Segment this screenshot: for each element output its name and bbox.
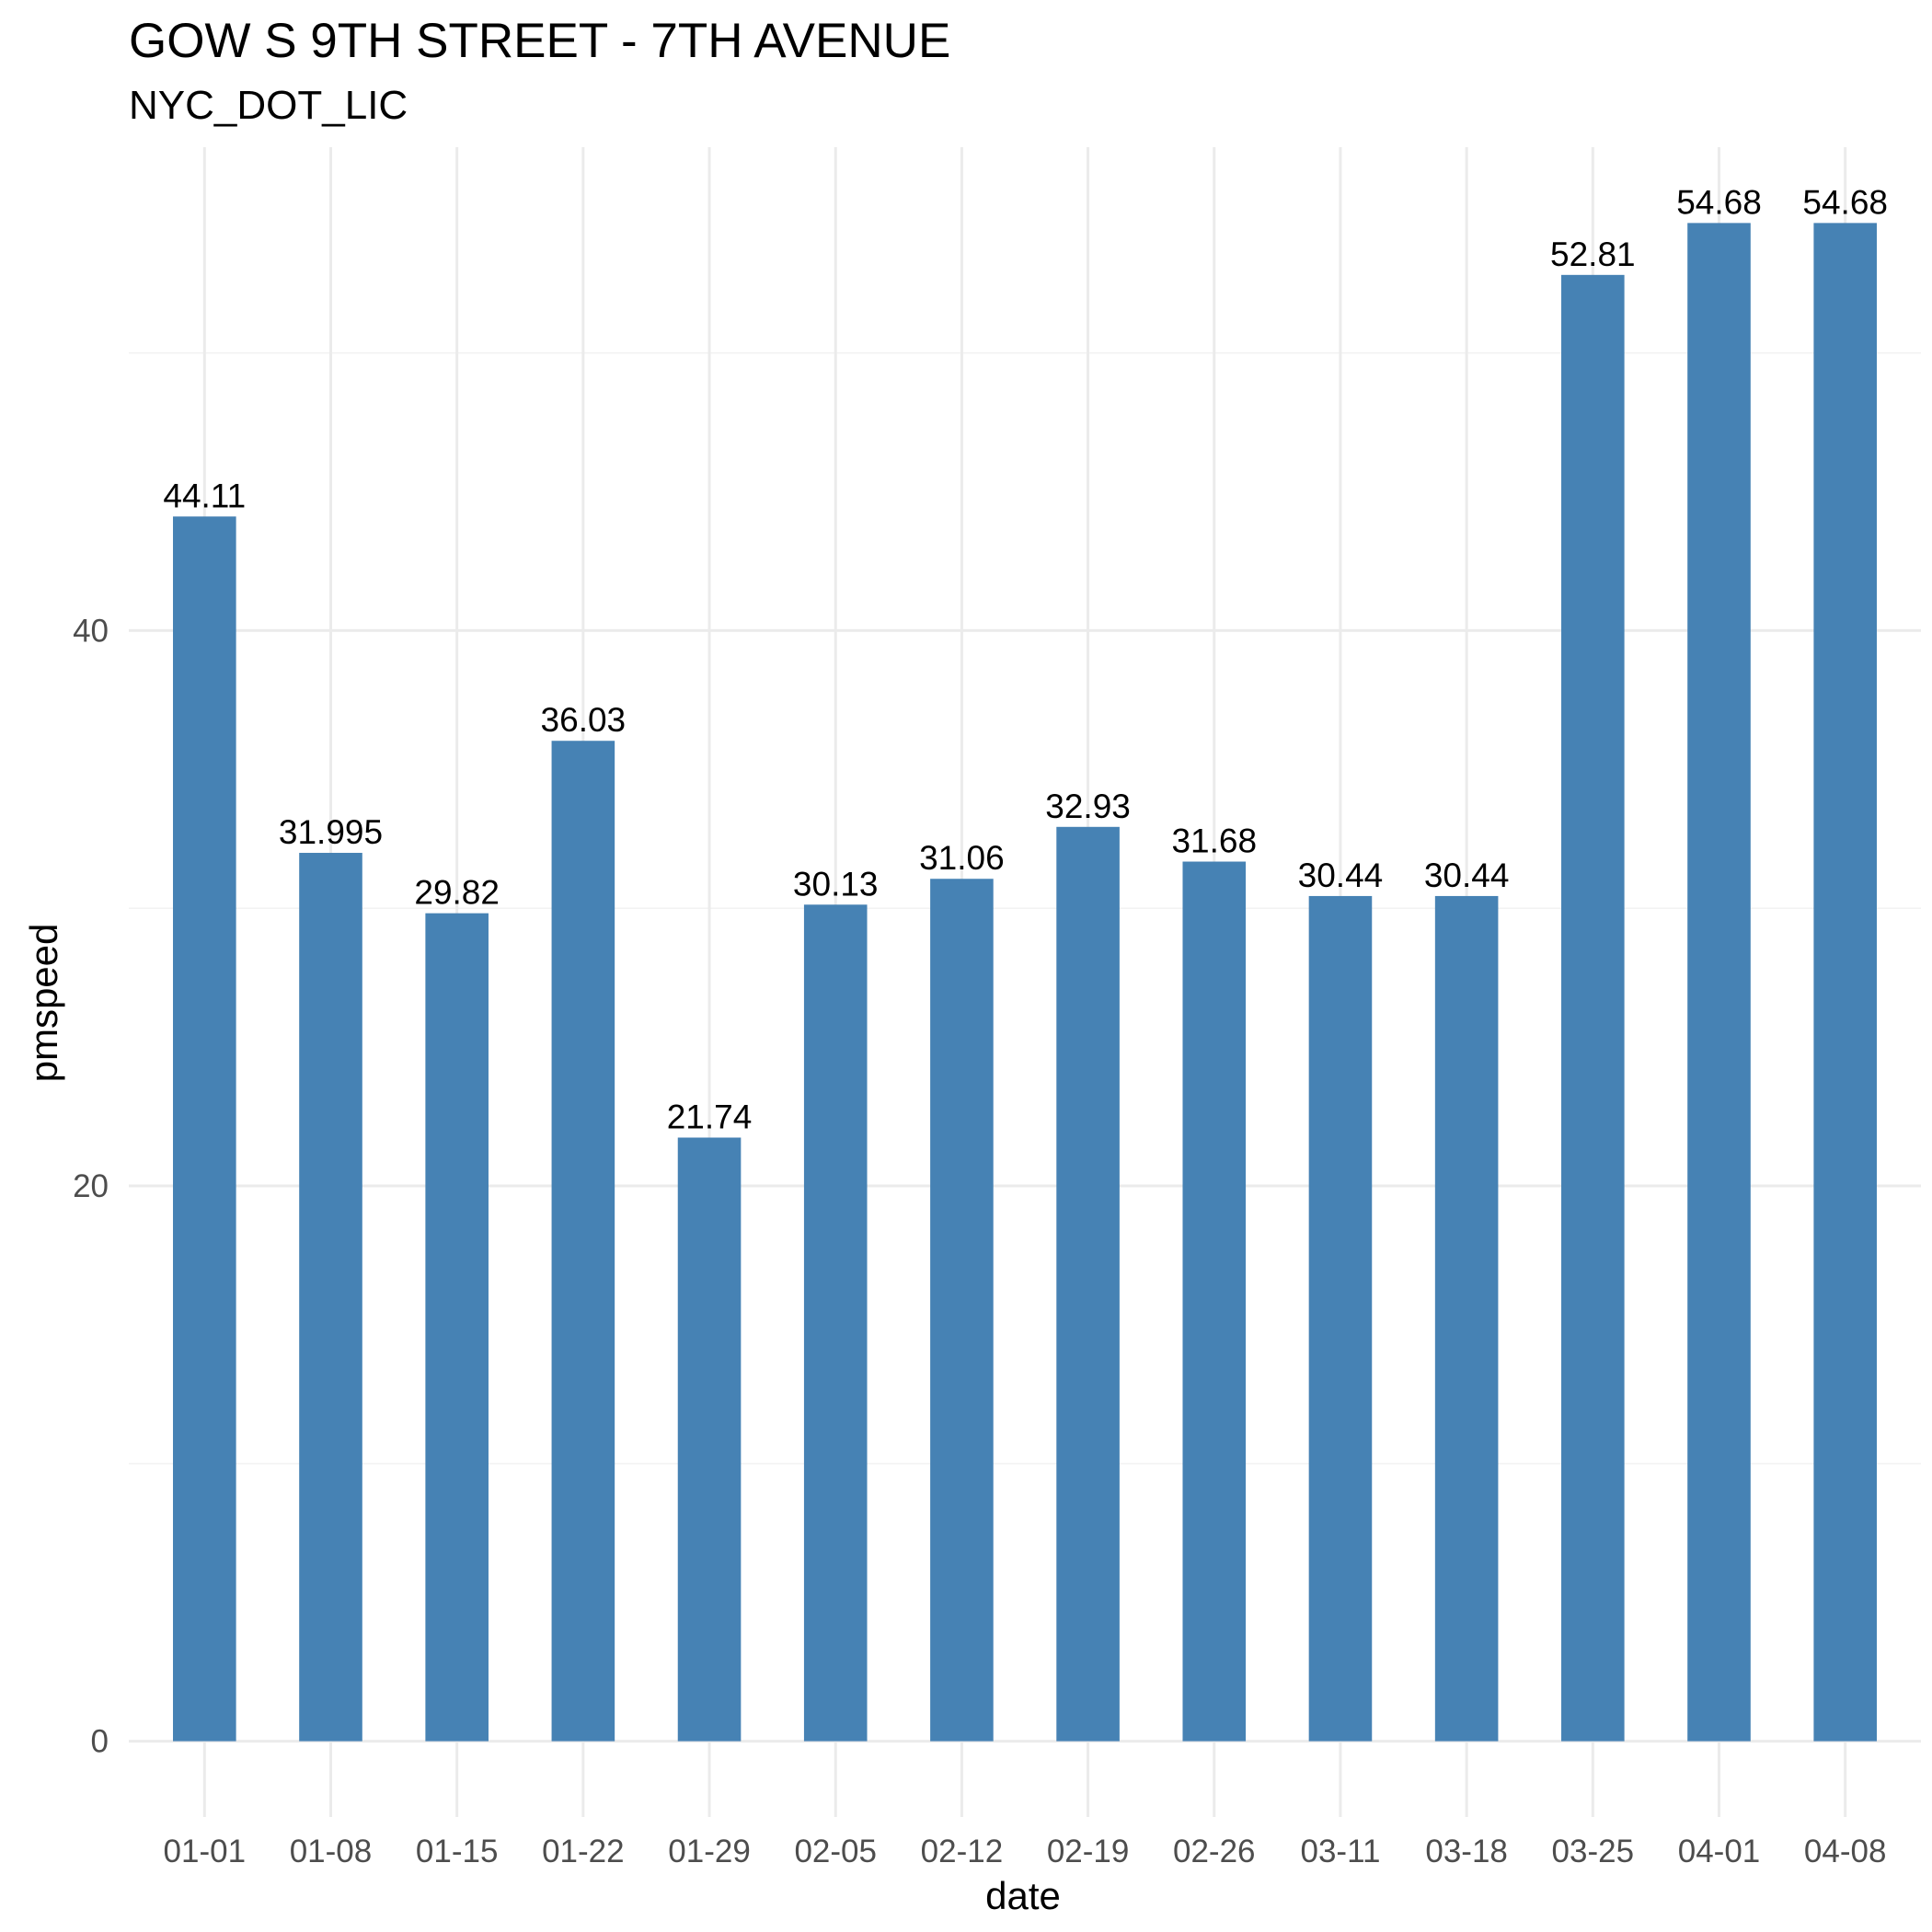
- bar: [1434, 895, 1499, 1742]
- x-tick-label: 01-22: [542, 1834, 625, 1869]
- x-axis-title: date: [985, 1874, 1061, 1917]
- x-tick-label: 02-05: [794, 1834, 877, 1869]
- data-label: 31.995: [279, 813, 383, 851]
- data-label: 32.93: [1045, 788, 1131, 825]
- data-label: 29.82: [414, 874, 500, 912]
- bar: [299, 853, 362, 1742]
- bars: [173, 223, 1877, 1742]
- x-axis-ticks: 01-01 01-08 01-15 01-22 01-29 02-05 02-12 02-19…: [164, 1834, 1887, 1869]
- y-axis-ticks: 0 20 40: [73, 613, 109, 1759]
- chart-title: GOW S 9TH STREET - 7TH AVENUE: [129, 14, 951, 68]
- x-tick-label: 03-18: [1425, 1834, 1508, 1869]
- bar: [1813, 223, 1877, 1742]
- data-label: 31.68: [1171, 822, 1257, 860]
- bar: [173, 516, 236, 1742]
- x-tick-label: 02-26: [1173, 1834, 1256, 1869]
- data-label: 36.03: [541, 701, 627, 739]
- bar: [425, 913, 489, 1742]
- bar: [803, 904, 868, 1742]
- data-label: 31.06: [919, 839, 1005, 877]
- data-label: 44.11: [163, 477, 246, 514]
- data-label: 54.68: [1676, 183, 1762, 221]
- y-axis-title: pmspeed: [22, 924, 65, 1083]
- data-label: 30.44: [1424, 857, 1510, 894]
- x-tick-label: 01-29: [668, 1834, 751, 1869]
- data-label: 52.81: [1550, 236, 1636, 273]
- data-label: 30.13: [793, 865, 879, 903]
- bar: [1308, 895, 1373, 1742]
- bar: [551, 741, 615, 1742]
- y-tick-label: 0: [91, 1724, 109, 1760]
- data-label: 30.44: [1298, 857, 1384, 894]
- gridlines: [129, 147, 1921, 1817]
- bar: [1056, 826, 1120, 1742]
- bar: [677, 1137, 742, 1742]
- bar: [1182, 861, 1247, 1742]
- chart-subtitle: NYC_DOT_LIC: [129, 83, 408, 128]
- x-tick-label: 01-01: [164, 1834, 247, 1869]
- data-label: 54.68: [1802, 183, 1888, 221]
- x-tick-label: 04-01: [1678, 1834, 1761, 1869]
- bar: [1687, 223, 1751, 1742]
- data-labels: 44.11 31.995 29.82 36.03 21.74 30.13 31.06 32.9…: [163, 183, 1888, 1135]
- x-tick-label: 01-15: [416, 1834, 499, 1869]
- x-tick-label: 04-08: [1804, 1834, 1887, 1869]
- x-tick-label: 02-12: [921, 1834, 1004, 1869]
- data-label: 21.74: [667, 1098, 753, 1136]
- x-tick-label: 03-25: [1552, 1834, 1635, 1869]
- y-tick-label: 20: [73, 1168, 109, 1204]
- y-tick-label: 40: [73, 613, 109, 649]
- bar: [1561, 274, 1625, 1742]
- bar: [930, 879, 994, 1742]
- x-tick-label: 02-19: [1047, 1834, 1130, 1869]
- x-tick-label: 01-08: [290, 1834, 373, 1869]
- x-tick-label: 03-11: [1300, 1834, 1380, 1869]
